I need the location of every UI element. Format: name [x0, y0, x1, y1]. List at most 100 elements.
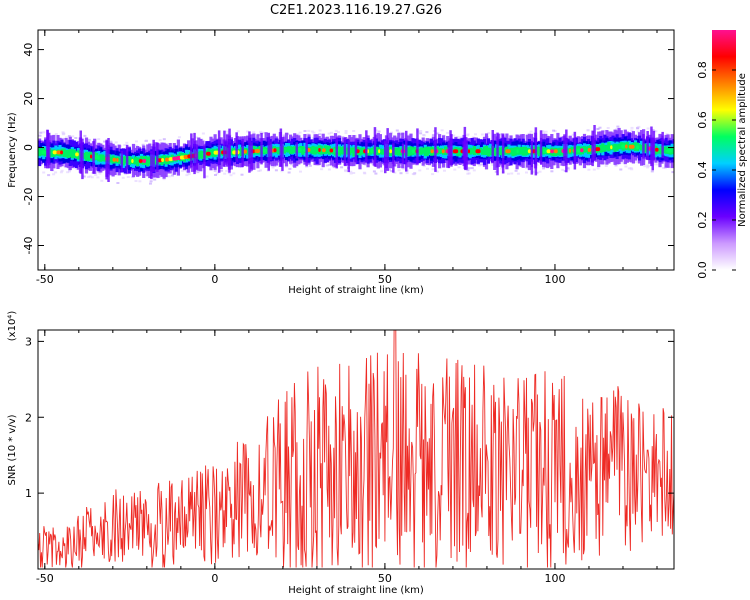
heatmap-cell	[417, 148, 421, 155]
heatmap-cell	[466, 133, 470, 136]
heatmap-cell	[434, 127, 437, 172]
x-tick-label: 0	[211, 572, 218, 585]
heatmap-cell	[374, 146, 378, 156]
heatmap-cell	[651, 137, 654, 171]
heatmap-cell	[97, 155, 100, 160]
heatmap-cell	[66, 171, 70, 174]
heatmap-cell	[539, 130, 543, 164]
heatmap-cell	[591, 130, 594, 167]
heatmap-cell	[114, 141, 118, 144]
heatmap-cell	[105, 139, 108, 180]
heatmap-cell	[225, 169, 229, 172]
heatmap-cell	[397, 147, 401, 156]
heatmap-cell	[352, 130, 356, 132]
heatmap-cell	[550, 170, 554, 173]
heatmap-cell	[310, 130, 314, 133]
heatmap-cell	[582, 146, 587, 153]
heatmap-cell	[390, 170, 394, 173]
heatmap-cell	[54, 133, 58, 135]
heatmap-cell	[484, 145, 489, 155]
heatmap-cell	[636, 130, 640, 133]
heatmap-cell	[287, 171, 291, 174]
heatmap-cell	[580, 148, 584, 153]
heatmap-cell	[425, 131, 429, 134]
heatmap-cell	[586, 129, 590, 132]
heatmap-cell	[606, 127, 610, 129]
x-tick-label: 50	[378, 572, 392, 585]
heatmap-cell	[553, 130, 557, 132]
heatmap-cell	[384, 140, 387, 174]
heatmap-cell	[593, 125, 596, 161]
heatmap-cell	[261, 131, 265, 134]
heatmap-cell	[614, 164, 618, 167]
heatmap-cell	[377, 130, 381, 133]
heatmap-cell	[493, 148, 497, 156]
y-tick-label: 20	[22, 92, 35, 106]
heatmap-cell	[354, 139, 358, 163]
heatmap-cell	[199, 150, 203, 158]
heatmap-cell	[54, 171, 58, 174]
heatmap-cell	[405, 172, 409, 175]
heatmap-cell	[162, 178, 166, 181]
heatmap-cell	[273, 148, 277, 153]
heatmap-cell	[624, 165, 628, 168]
heatmap-cell	[525, 166, 529, 169]
x-tick-label: -50	[36, 273, 54, 286]
heatmap-cell	[655, 147, 659, 152]
heatmap-cell	[67, 135, 71, 137]
heatmap-cell	[372, 170, 376, 173]
heatmap-cell	[82, 175, 86, 178]
heatmap-cell	[538, 170, 542, 173]
heatmap-cell	[603, 129, 607, 132]
heatmap-cell	[598, 126, 602, 129]
heatmap-cell	[257, 170, 261, 172]
heatmap-cell	[127, 156, 131, 165]
heatmap-cell	[513, 147, 517, 156]
heatmap-cell	[84, 151, 89, 161]
heatmap-cell	[452, 149, 459, 154]
heatmap-cell	[60, 150, 63, 155]
heatmap-cell	[101, 154, 105, 161]
snr-line-series	[38, 330, 674, 568]
heatmap-cell	[215, 172, 219, 175]
heatmap-cell	[619, 168, 623, 171]
heatmap-cell	[431, 168, 435, 171]
heatmap-cell	[516, 172, 520, 175]
heatmap-cell	[285, 165, 288, 168]
heatmap-cell	[103, 140, 107, 143]
heatmap-cell	[250, 142, 253, 171]
heatmap-cell	[587, 168, 591, 171]
heatmap-cell	[59, 171, 63, 174]
heatmap-cell	[507, 172, 510, 175]
heatmap-cell	[565, 129, 568, 173]
heatmap-cell	[466, 172, 470, 175]
heatmap-cell	[646, 131, 649, 161]
heatmap-cell	[214, 174, 217, 176]
heatmap-cell	[431, 134, 435, 137]
colorbar-axis: 0.0 0.2 0.4 0.6 0.8	[696, 61, 736, 279]
heatmap-cell	[541, 130, 545, 133]
heatmap-cell	[329, 131, 333, 134]
y-tick-label: 0	[22, 144, 35, 151]
heatmap-cell	[62, 132, 66, 135]
heatmap-cell	[380, 149, 384, 155]
heatmap-cell	[90, 154, 93, 159]
heatmap-cell	[574, 146, 578, 155]
heatmap-cell	[153, 178, 157, 181]
heatmap-cell	[568, 148, 572, 153]
heatmap-cell	[360, 147, 364, 155]
heatmap-cell	[519, 146, 523, 155]
heatmap-cell	[133, 156, 138, 165]
heatmap-cell	[309, 147, 313, 154]
heatmap-cell	[241, 138, 244, 168]
heatmap-cell	[161, 158, 165, 162]
heatmap-cell	[134, 144, 138, 147]
heatmap-cell	[449, 130, 452, 163]
heatmap-cell	[409, 146, 413, 156]
heatmap-cell	[87, 176, 90, 178]
heatmap-cell	[164, 157, 170, 162]
heatmap-cell	[402, 167, 406, 170]
heatmap-cell	[125, 141, 129, 144]
heatmap-cell	[576, 148, 582, 153]
heatmap-cell	[505, 149, 511, 154]
